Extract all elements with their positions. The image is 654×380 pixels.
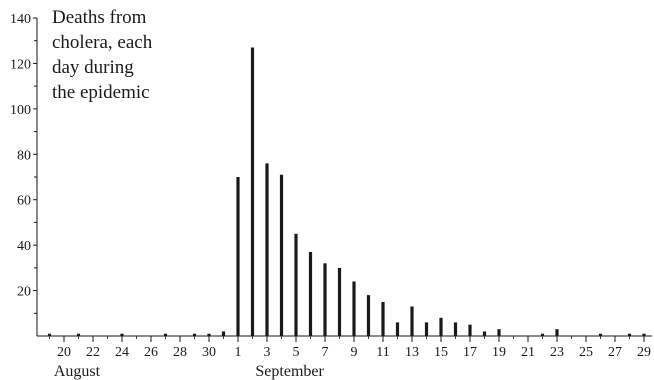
bar	[250, 47, 255, 337]
x-tick-label: 24	[115, 345, 129, 360]
x-tick-label: 7	[322, 345, 329, 360]
bar	[352, 281, 356, 336]
bar	[642, 333, 646, 336]
bar	[76, 333, 81, 336]
bar	[120, 333, 124, 336]
bar	[163, 333, 168, 336]
x-tick-label: 30	[202, 345, 216, 360]
bar	[555, 329, 559, 336]
chart-title: Deaths from cholera, each day during the…	[52, 7, 153, 103]
y-axis: 20 40 60 80 100 120 140	[10, 12, 38, 336]
chart-title-line: the epidemic	[52, 82, 150, 103]
bar	[453, 322, 458, 336]
month-label: September	[255, 363, 324, 380]
x-tick-label: 26	[144, 345, 158, 360]
chart-title-line: cholera, each	[52, 32, 153, 53]
bar	[540, 333, 545, 336]
x-tick-label: 1	[235, 345, 242, 360]
x-tick-label: 11	[376, 345, 389, 360]
bar	[424, 322, 429, 336]
bar	[236, 177, 240, 336]
y-tick-label: 140	[10, 12, 31, 27]
x-axis: 20 22 24 26 28 30 1 3 5 7 9 11 13 15 17 19 21 23 25 27 29Aug…	[37, 335, 652, 380]
chart-title-line: day during	[52, 57, 134, 78]
chart-title-line: Deaths from	[52, 7, 147, 28]
y-tick-label: 120	[10, 57, 31, 72]
y-tick-label: 100	[10, 103, 31, 118]
bar	[265, 163, 269, 336]
x-tick-label: 17	[463, 345, 477, 360]
bar	[395, 322, 400, 336]
bar	[279, 174, 284, 336]
bar	[47, 333, 52, 336]
bar	[497, 329, 501, 336]
y-tick-label: 60	[17, 194, 31, 209]
x-tick-label: 20	[57, 345, 71, 360]
bar	[323, 263, 327, 336]
bar	[207, 333, 211, 336]
bar	[598, 333, 603, 336]
bar	[308, 251, 313, 336]
bar	[468, 324, 472, 336]
y-tick-label: 80	[17, 148, 31, 163]
y-tick-label: 40	[17, 239, 31, 254]
x-tick-label: 3	[264, 345, 271, 360]
x-tick-label: 5	[293, 345, 300, 360]
bar	[439, 317, 443, 336]
bar	[366, 295, 371, 336]
y-tick-label: 20	[17, 285, 31, 300]
bar	[627, 333, 632, 336]
month-label: August	[54, 363, 101, 380]
bar	[337, 267, 342, 336]
x-tick-label: 27	[608, 345, 622, 360]
x-tick-label: 28	[173, 345, 187, 360]
bar	[381, 301, 385, 336]
x-tick-label: 25	[579, 345, 593, 360]
x-tick-label: 22	[86, 345, 100, 360]
bar	[482, 331, 487, 336]
x-tick-label: 23	[550, 345, 564, 360]
bar	[410, 306, 414, 336]
bar	[221, 331, 226, 336]
bars	[47, 47, 646, 337]
bar	[294, 233, 298, 336]
x-tick-label: 13	[405, 345, 419, 360]
x-tick-label: 9	[351, 345, 358, 360]
x-tick-label: 29	[637, 345, 651, 360]
x-tick-label: 21	[521, 345, 535, 360]
x-tick-label: 15	[434, 345, 448, 360]
bar	[192, 333, 197, 336]
x-tick-label: 19	[492, 345, 506, 360]
